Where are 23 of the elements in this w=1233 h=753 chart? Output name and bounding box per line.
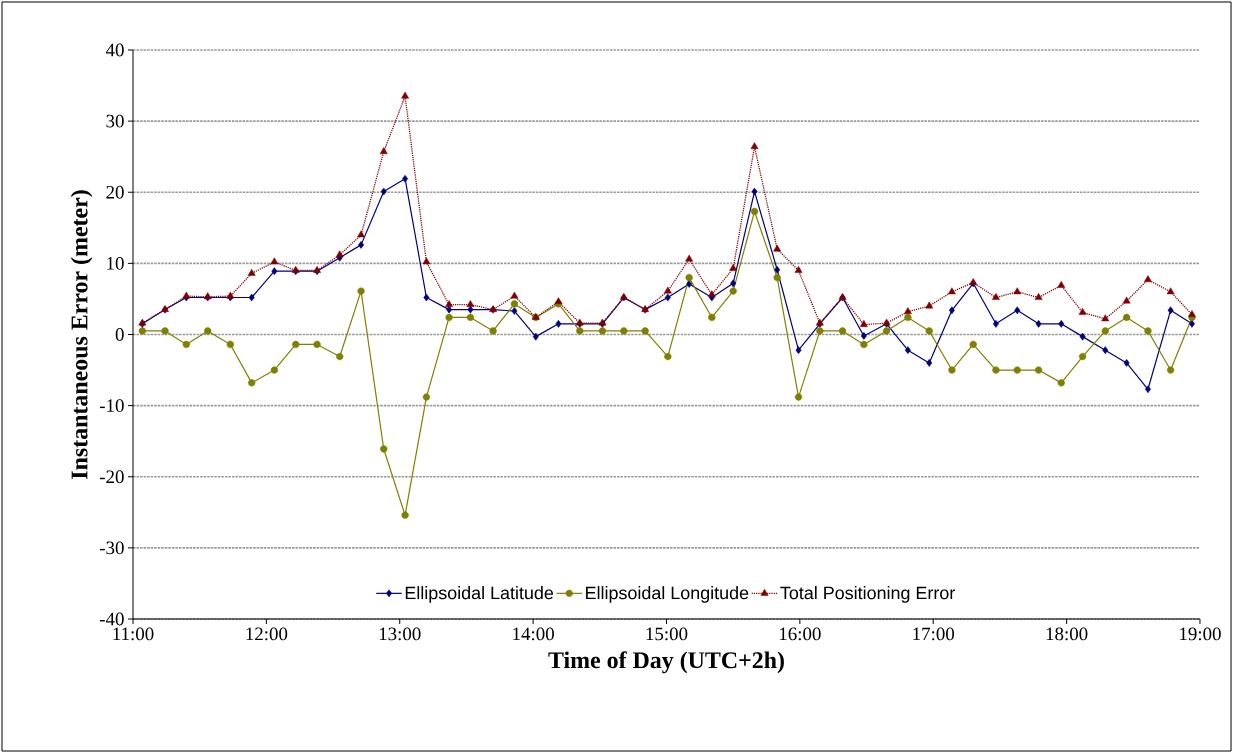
x-tick-label: 12:00 <box>246 627 288 641</box>
y-tick-label: -20 <box>99 470 124 484</box>
x-tick-label: 17:00 <box>913 627 955 641</box>
x-tick-label: 19:00 <box>1180 627 1221 641</box>
x-tick-label: 14:00 <box>513 627 554 641</box>
y-tick-label: 20 <box>106 185 124 199</box>
x-tick-label: 16:00 <box>779 627 821 641</box>
y-tick-label: 0 <box>115 328 124 341</box>
legend-label: Ellipsoidal Longitude <box>586 586 749 603</box>
legend-label: Ellipsoidal Latitude <box>405 586 554 603</box>
y-tick-label: 10 <box>107 256 124 270</box>
x-tick-label: 18:00 <box>1046 627 1088 641</box>
legend-label: Total Positioning Error <box>780 586 955 603</box>
y-tick-label: -40 <box>99 612 124 626</box>
x-tick-label: 13:00 <box>379 627 421 641</box>
y-tick-label: -30 <box>99 541 124 555</box>
x-tick-label: 11:00 <box>113 627 154 641</box>
y-tick-label: 40 <box>105 43 124 57</box>
x-tick-label: 15:00 <box>646 627 688 641</box>
y-axis-title: Instantaneous Error (meter) <box>70 190 93 479</box>
y-tick-label: -10 <box>99 399 124 413</box>
x-axis-title: Time of Day (UTC+2h) <box>548 651 784 674</box>
y-tick-label: 30 <box>106 114 124 128</box>
